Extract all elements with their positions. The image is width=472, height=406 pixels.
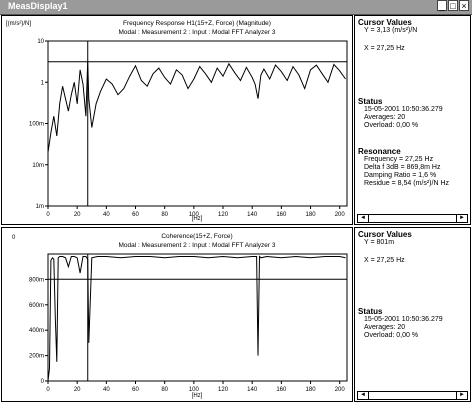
minimize-button[interactable]: _	[437, 0, 447, 11]
bottom-ytick-label: 800m	[29, 277, 44, 283]
top-ytick-label: 1m	[36, 204, 44, 210]
top-xlabel: [Hz]	[192, 216, 203, 222]
bottom-xtick-label: 60	[132, 387, 139, 393]
scroll-right-arrow-icon[interactable]: ►	[456, 215, 467, 222]
top-xtick-label: 200	[335, 212, 346, 218]
maximize-button[interactable]: □	[448, 0, 458, 11]
top-xtick-label: 100	[189, 212, 200, 218]
cursor-x-value: X = 27,25 Hz	[364, 45, 405, 52]
resonance-damping: Damping Ratio = 1,6 %	[364, 172, 437, 179]
scroll-left-arrow-icon[interactable]: ◄	[358, 215, 369, 222]
top-chart-title: Frequency Response H1(15+Z, Force) (Magn…	[123, 20, 271, 27]
bottom-series-line	[47, 255, 346, 382]
bottom-xtick-label: 120	[218, 387, 229, 393]
bottom-xtick-label: 200	[335, 387, 346, 393]
resonance-frequency: Frequency = 27,25 Hz	[364, 156, 434, 163]
window-title: MeasDisplay1	[8, 1, 68, 11]
window-titlebar: MeasDisplay1 _ □ ×	[0, 0, 472, 15]
overload-value: Overload: 0,00 %	[364, 122, 419, 129]
cursor-values-heading: Cursor Values	[358, 18, 412, 27]
bottom-xtick-label: 180	[306, 387, 317, 393]
bottom-ytick-label: 200m	[29, 354, 44, 360]
top-xtick-label: 140	[247, 212, 258, 218]
bottom-ytick-label: 600m	[29, 303, 44, 309]
averages-value: Averages: 20	[364, 114, 406, 121]
bottom-cursor-x-value: X = 27,25 Hz	[364, 257, 405, 264]
coherence-panel[interactable]: 0 Coherence(15+Z, Force) Modal : Measure…	[1, 227, 353, 402]
top-chart-subtitle: Modal : Measurement 2 : Input : Modal FF…	[118, 29, 275, 36]
frequency-response-panel[interactable]: [(m/s²)/N] Frequency Response H1(15+Z, F…	[1, 15, 353, 225]
bottom-cursor-values-block: Cursor Values Y = 801m X = 27,25 Hz	[358, 231, 468, 265]
bottom-status-timestamp: 15-05-2001 10:50:36.279	[364, 316, 443, 323]
top-ytick-label: 100m	[29, 122, 44, 128]
bottom-xtick-label: 140	[247, 387, 258, 393]
bottom-status-block: Status 15-05-2001 10:50:36.279 Averages:…	[358, 308, 468, 340]
top-xtick-label: 180	[306, 212, 317, 218]
bottom-xtick-label: 80	[161, 387, 168, 393]
top-info-panel: Cursor Values Y = 3,13 (m/s²)/N X = 27,2…	[354, 15, 471, 225]
top-horizontal-scrollbar[interactable]: ◄ ►	[357, 214, 468, 223]
bottom-xlabel: [Hz]	[192, 393, 203, 399]
bottom-cursor-values-heading: Cursor Values	[358, 230, 412, 239]
bottom-chart-subtitle: Modal : Measurement 2 : Input : Modal FF…	[118, 242, 275, 249]
top-xtick-label: 40	[103, 212, 110, 218]
bottom-xtick-label: 100	[189, 387, 200, 393]
status-timestamp: 15-05-2001 10:50:36.279	[364, 106, 443, 113]
top-xtick-label: 0	[46, 212, 50, 218]
bottom-averages-value: Averages: 20	[364, 324, 406, 331]
bottom-plot-frame	[47, 253, 348, 382]
top-series-line	[47, 61, 346, 153]
top-ytick-label: 10	[37, 39, 44, 45]
bottom-ytick-label: 400m	[29, 328, 44, 334]
bottom-scroll-left-arrow-icon[interactable]: ◄	[358, 392, 369, 399]
cursor-values-block: Cursor Values Y = 3,13 (m/s²)/N X = 27,2…	[358, 19, 468, 53]
frequency-response-chart[interactable]: [(m/s²)/N] Frequency Response H1(15+Z, F…	[2, 16, 352, 224]
resonance-residue: Residue = 8,54 (m/s²)/N Hz	[364, 180, 449, 187]
bottom-info-panel: Cursor Values Y = 801m X = 27,25 Hz Stat…	[354, 227, 471, 402]
resonance-heading: Resonance	[358, 147, 401, 156]
bottom-ylabel: 0	[12, 235, 16, 241]
bottom-xtick-label: 40	[103, 387, 110, 393]
bottom-overload-value: Overload: 0,00 %	[364, 332, 419, 339]
top-xtick-label: 80	[161, 212, 168, 218]
bottom-xtick-label: 0	[46, 387, 50, 393]
top-ytick-label: 10m	[32, 163, 44, 169]
bottom-ytick-label: 0	[41, 379, 45, 385]
bottom-cursor-y-value: Y = 801m	[364, 239, 395, 246]
top-xtick-label: 60	[132, 212, 139, 218]
bottom-xtick-label: 160	[276, 387, 287, 393]
bottom-xtick-label: 20	[74, 387, 81, 393]
top-ylabel: [(m/s²)/N]	[6, 21, 31, 27]
bottom-horizontal-scrollbar[interactable]: ◄ ►	[357, 391, 468, 400]
window-controls: _ □ ×	[437, 0, 469, 11]
cursor-y-value: Y = 3,13 (m/s²)/N	[364, 27, 418, 34]
bottom-status-heading: Status	[358, 307, 383, 316]
resonance-delta-f: Delta f 3dB = 869,8m Hz	[364, 164, 441, 171]
status-heading: Status	[358, 97, 383, 106]
bottom-scroll-right-arrow-icon[interactable]: ►	[456, 392, 467, 399]
top-xtick-label: 160	[276, 212, 287, 218]
coherence-chart[interactable]: 0 Coherence(15+Z, Force) Modal : Measure…	[2, 228, 352, 401]
top-xtick-label: 20	[74, 212, 81, 218]
top-xtick-label: 120	[218, 212, 229, 218]
top-ytick-label: 1	[41, 80, 45, 86]
status-block: Status 15-05-2001 10:50:36.279 Averages:…	[358, 98, 468, 130]
bottom-chart-title: Coherence(15+Z, Force)	[161, 233, 232, 240]
resonance-block: Resonance Frequency = 27,25 Hz Delta f 3…	[358, 148, 470, 188]
close-button[interactable]: ×	[459, 0, 469, 11]
